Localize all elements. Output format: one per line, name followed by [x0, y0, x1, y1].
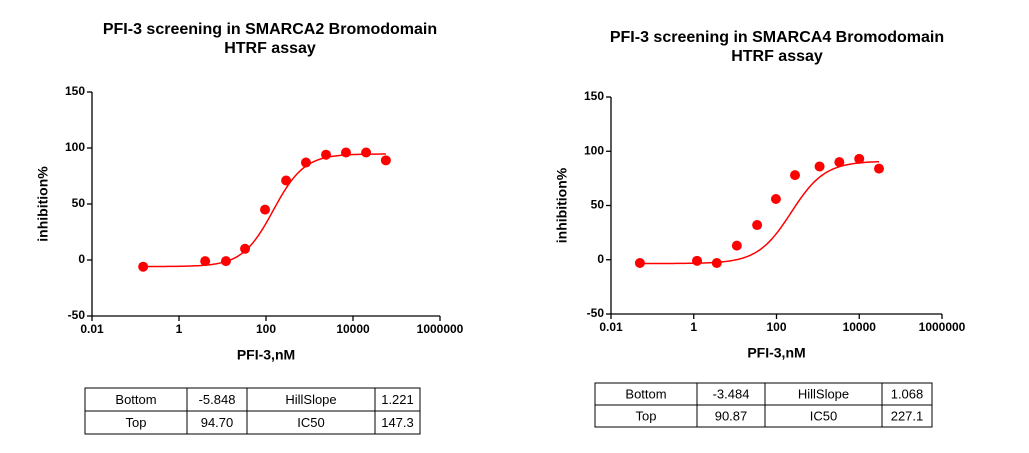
chart-subtitle: HTRF assay	[224, 40, 316, 57]
chart: PFI-3 screening in SMARCA2 Bromodomain HT…	[35, 21, 464, 435]
data-point	[854, 153, 865, 164]
table-cell-text: 1.221	[381, 392, 414, 407]
y-tick-label: 100	[584, 143, 604, 157]
table-cell-text: HillSlope	[285, 392, 336, 407]
x-tick-label: 0.01	[599, 320, 623, 334]
fit-curve	[639, 160, 880, 265]
x-tick-label: 100	[766, 320, 786, 334]
data-point	[200, 256, 211, 267]
data-point	[300, 157, 311, 168]
data-point	[814, 161, 825, 172]
data-point	[711, 258, 722, 269]
x-tick-label: 1000000	[417, 322, 464, 336]
data-point	[260, 204, 271, 215]
data-point	[790, 170, 801, 181]
y-tick-label: 150	[584, 89, 604, 103]
table-cell-text: IC50	[810, 408, 837, 423]
chart-title: PFI-3 screening in SMARCA4 Bromodomain	[610, 29, 944, 46]
y-axis-label: inhibition%	[554, 167, 570, 243]
x-tick-label: 1	[690, 320, 697, 334]
data-point	[321, 149, 332, 160]
data-point	[340, 147, 351, 158]
table-cell-text: -3.484	[713, 386, 750, 401]
data-point	[692, 255, 703, 266]
x-tick-label: 1	[176, 322, 183, 336]
x-tick-label: 10000	[336, 322, 370, 336]
table-cell-text: Top	[636, 408, 657, 423]
data-point	[634, 258, 645, 269]
data-point	[281, 175, 292, 186]
y-tick-label: 100	[65, 140, 85, 154]
table-cell-text: Top	[126, 415, 147, 430]
y-tick-label: 0	[78, 252, 85, 266]
table-cell-text: Bottom	[115, 392, 156, 407]
x-axis-label: PFI-3,nM	[237, 347, 295, 363]
data-point	[138, 261, 149, 272]
data-point	[361, 147, 372, 158]
y-tick-label: 150	[65, 84, 85, 98]
table-cell-text: IC50	[297, 415, 324, 430]
chart-title: PFI-3 screening in SMARCA2 Bromodomain	[103, 21, 437, 38]
table-cell-text: -5.848	[199, 392, 236, 407]
data-point	[240, 243, 251, 254]
y-tick-label: -50	[68, 308, 86, 322]
y-axis-label: inhibition%	[35, 166, 51, 242]
chart: PFI-3 screening in SMARCA4 Bromodomain HT…	[554, 29, 966, 428]
y-tick-label: -50	[587, 306, 605, 320]
table-cell-text: 90.87	[715, 408, 748, 423]
y-tick-label: 50	[72, 196, 86, 210]
chart-subtitle: HTRF assay	[731, 48, 823, 65]
table-cell-text: 94.70	[201, 415, 234, 430]
data-point	[770, 193, 781, 204]
data-point	[834, 157, 845, 168]
x-axis-label: PFI-3,nM	[747, 345, 805, 361]
data-point	[873, 163, 884, 174]
table-cell-text: HillSlope	[798, 386, 849, 401]
table-cell-text: 147.3	[381, 415, 414, 430]
table-cell-text: 1.068	[891, 386, 924, 401]
y-tick-label: 0	[597, 252, 604, 266]
x-tick-label: 10000	[843, 320, 877, 334]
x-tick-label: 1000000	[919, 320, 966, 334]
x-tick-label: 100	[256, 322, 276, 336]
data-point	[731, 240, 742, 251]
table-cell-text: Bottom	[625, 386, 666, 401]
table-cell	[374, 410, 421, 435]
table-cell-text: 227.1	[891, 408, 924, 423]
x-tick-label: 0.01	[80, 322, 104, 336]
table-cell	[881, 404, 933, 428]
data-point	[752, 220, 763, 231]
y-tick-label: 50	[591, 198, 605, 212]
data-point	[380, 155, 391, 166]
data-point	[220, 256, 231, 267]
